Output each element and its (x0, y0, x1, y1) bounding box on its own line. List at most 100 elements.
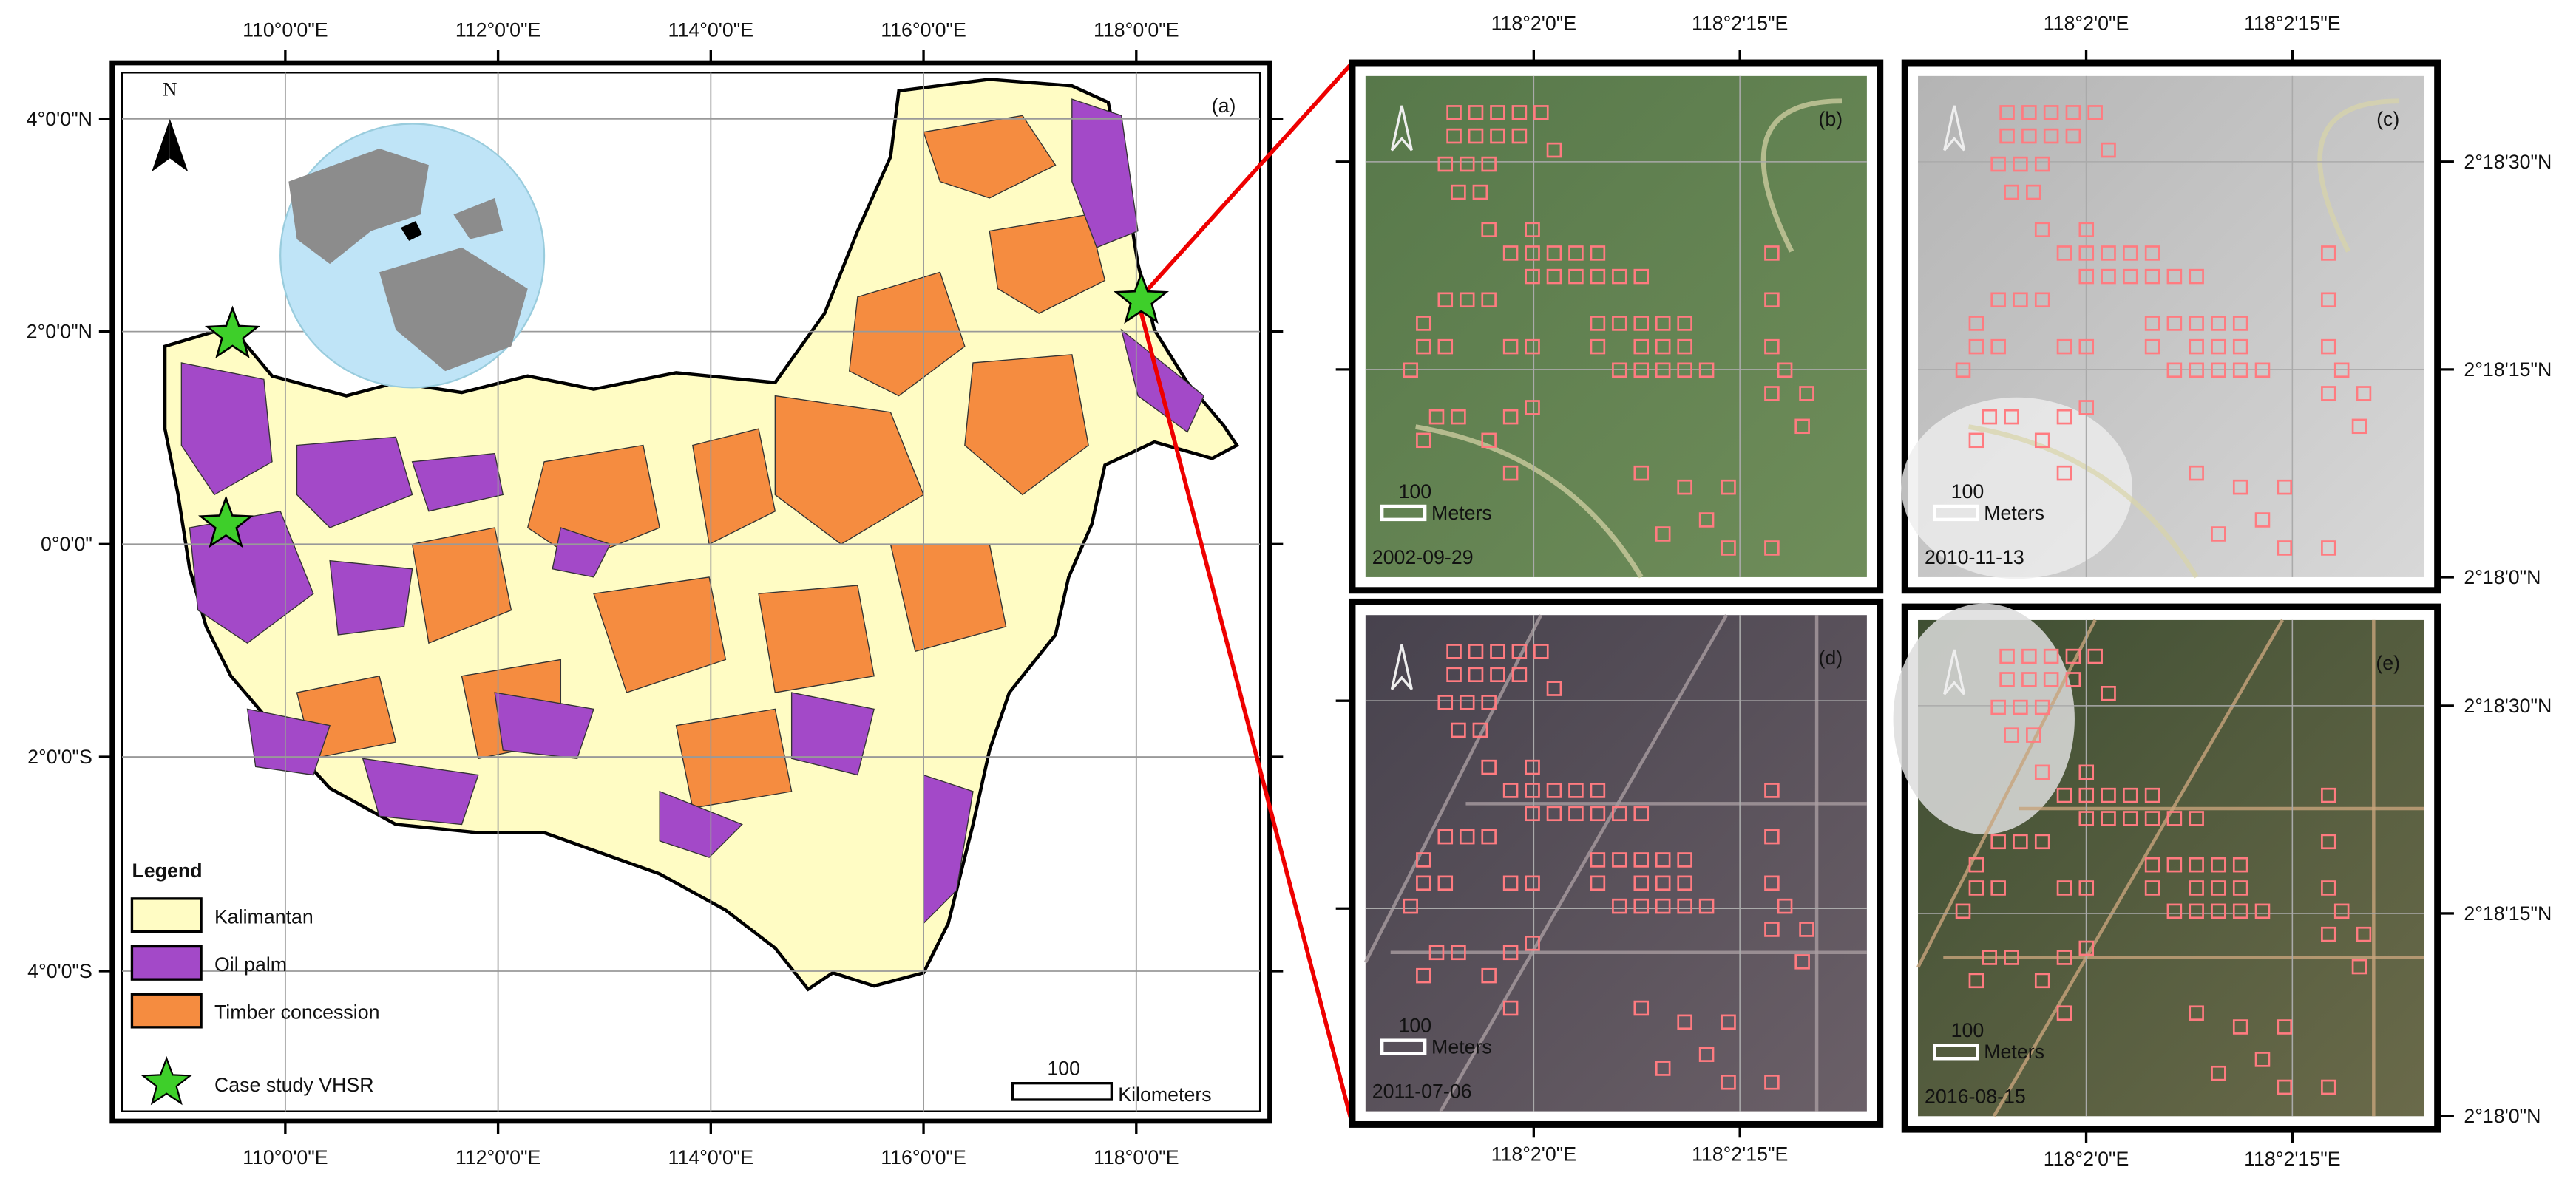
latitude-label: 4°0'0"N (27, 108, 92, 130)
sample-plot (1416, 316, 1431, 331)
north-arrow (152, 118, 170, 172)
sample-plot (1428, 945, 1445, 961)
sample-plot (1481, 695, 1497, 710)
sample-plot (1416, 852, 1431, 868)
sample-plot (1502, 783, 1519, 798)
sample-plot (2189, 903, 2204, 919)
sample-plot (2166, 903, 2183, 919)
sample-plot (1459, 156, 1475, 172)
sample-plot (1502, 875, 1519, 891)
legend-star (140, 1056, 193, 1106)
north-arrow (1943, 649, 1966, 695)
sample-plot (1459, 829, 1475, 845)
sample-plot (1525, 245, 1540, 261)
kalimantan (163, 78, 1240, 992)
sample-plot (1612, 898, 1627, 914)
sample-plot (2211, 316, 2226, 331)
sample-plot (2351, 418, 2367, 435)
sample-plot (2351, 959, 2367, 975)
scale-bar (1933, 1044, 1979, 1061)
longitude-label: 118°2'15"E (1692, 12, 1788, 34)
longitude-label: 116°0'0"E (881, 1146, 966, 1168)
scale-value: 100 (1951, 480, 1984, 503)
sample-plot (2189, 465, 2204, 481)
sample-plot (1525, 400, 1540, 415)
oil-palm (1120, 328, 1205, 433)
sample-plot (2065, 128, 2081, 144)
road (1363, 614, 1543, 964)
sample-plot (2034, 156, 2050, 172)
sample-plot (1446, 667, 1462, 683)
sample-plot (1612, 268, 1627, 285)
sample-plot (2254, 903, 2271, 919)
sample-plot (2101, 142, 2116, 158)
sample-plot (2123, 268, 2138, 285)
sample-plot (1468, 128, 1484, 144)
sample-plot (1655, 852, 1671, 868)
longitude-label: 112°0'0"E (455, 1146, 541, 1168)
sample-plot (1502, 1000, 1519, 1016)
timber-concession (758, 585, 875, 693)
sample-plot (1655, 875, 1671, 891)
latitude-label: 2°18'15"N (2464, 358, 2552, 381)
latitude-label: 2°18'30"N (2464, 151, 2552, 173)
sample-plot (2101, 811, 2116, 826)
sample-plot (1416, 432, 1431, 449)
sample-plot (2189, 880, 2204, 896)
oil-palm (659, 790, 743, 858)
sample-plot (1794, 954, 1810, 970)
sample-plot (1546, 268, 1562, 285)
latitude-label: 2°18'30"N (2464, 695, 2552, 717)
sample-plot (1794, 418, 1810, 435)
sample-plot (2144, 857, 2160, 873)
globe-borneo (401, 221, 423, 241)
sample-plot (2189, 338, 2204, 355)
sample-plot (2056, 787, 2072, 803)
sample-plot (1481, 292, 1497, 308)
sample-plot (2333, 903, 2350, 919)
sample-plot (2189, 316, 2204, 331)
sample-plot (1633, 1000, 1650, 1016)
sample-plot (2043, 105, 2059, 120)
timber-concession (989, 214, 1106, 314)
sample-plot (1698, 512, 1715, 528)
road (1415, 98, 1842, 579)
satellite-image (1365, 75, 1867, 577)
sample-plot (1677, 875, 1692, 891)
oil-palm (246, 708, 331, 776)
image-date: 2016-08-15 (1925, 1085, 2026, 1107)
sample-plot (1777, 898, 1793, 914)
sample-plot (1633, 465, 1650, 481)
sample-plot (1655, 898, 1671, 914)
sample-plot (1990, 338, 2006, 355)
sample-plot (2026, 727, 2041, 743)
sample-plot (1764, 922, 1780, 937)
oil-palm (329, 559, 413, 636)
sample-plot (2004, 950, 2019, 965)
sample-plot (2004, 184, 2019, 200)
sample-plot (2078, 400, 2095, 415)
sample-plot (2078, 764, 2095, 780)
scale-value: 100 (1047, 1058, 1080, 1080)
sample-plot (2065, 672, 2081, 687)
sample-plot (2056, 1005, 2072, 1021)
image-date: 2002-09-29 (1372, 546, 1474, 568)
oil-palm (494, 692, 594, 760)
sample-plot (1633, 852, 1650, 868)
sample-plot (2078, 940, 2095, 956)
sample-plot (2232, 857, 2248, 873)
sample-plot (1764, 245, 1780, 261)
sample-plot (2254, 1052, 2271, 1067)
sample-plot (2356, 926, 2372, 942)
sample-plot (2021, 672, 2037, 687)
sample-plot (1633, 362, 1650, 378)
sample-plot (1403, 898, 1418, 914)
panel-label: (d) (1818, 647, 1843, 669)
scale-unit: Meters (1984, 1041, 2044, 1063)
sample-plot (1764, 783, 1780, 798)
sample-plot (2087, 648, 2103, 664)
